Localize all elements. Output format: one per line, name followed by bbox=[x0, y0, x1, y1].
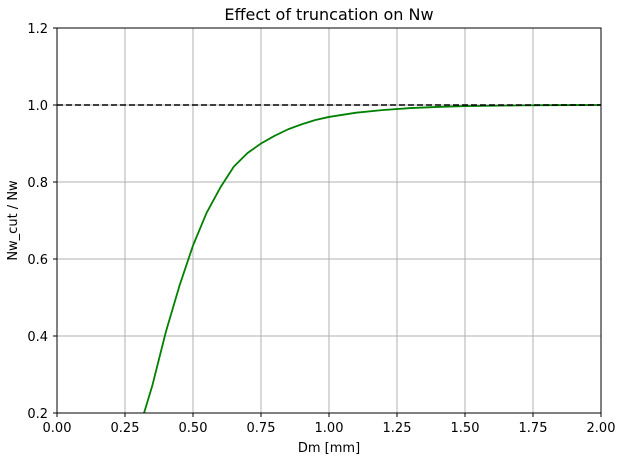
x-axis-label: Dm [mm] bbox=[298, 441, 360, 456]
chart-title: Effect of truncation on Nw bbox=[224, 5, 433, 24]
y-tick-label: 1.2 bbox=[27, 22, 48, 37]
y-tick-label: 1.0 bbox=[27, 99, 48, 114]
x-tick-label: 0.50 bbox=[179, 421, 208, 436]
x-tick-label: 1.25 bbox=[383, 421, 412, 436]
y-tick-label: 0.4 bbox=[27, 330, 48, 345]
x-tick-label: 2.00 bbox=[587, 421, 616, 436]
x-tick-label: 1.50 bbox=[451, 421, 480, 436]
x-tick-label: 0.25 bbox=[111, 421, 140, 436]
y-axis: 0.2 0.4 0.6 0.8 1.0 1.2 bbox=[27, 22, 57, 422]
y-tick-label: 0.2 bbox=[27, 407, 48, 422]
y-tick-label: 0.6 bbox=[27, 253, 48, 268]
x-axis: 0.00 0.25 0.50 0.75 1.00 1.25 1.50 1.75 2.00 bbox=[43, 413, 616, 436]
x-tick-label: 0.75 bbox=[247, 421, 276, 436]
x-tick-label: 1.00 bbox=[315, 421, 344, 436]
y-axis-label: Nw_cut / Nw bbox=[6, 180, 21, 261]
grid bbox=[56, 27, 602, 414]
x-tick-label: 0.00 bbox=[43, 421, 72, 436]
series-layer bbox=[57, 104, 602, 414]
x-tick-label: 1.75 bbox=[519, 421, 548, 436]
y-tick-label: 0.8 bbox=[27, 176, 48, 191]
